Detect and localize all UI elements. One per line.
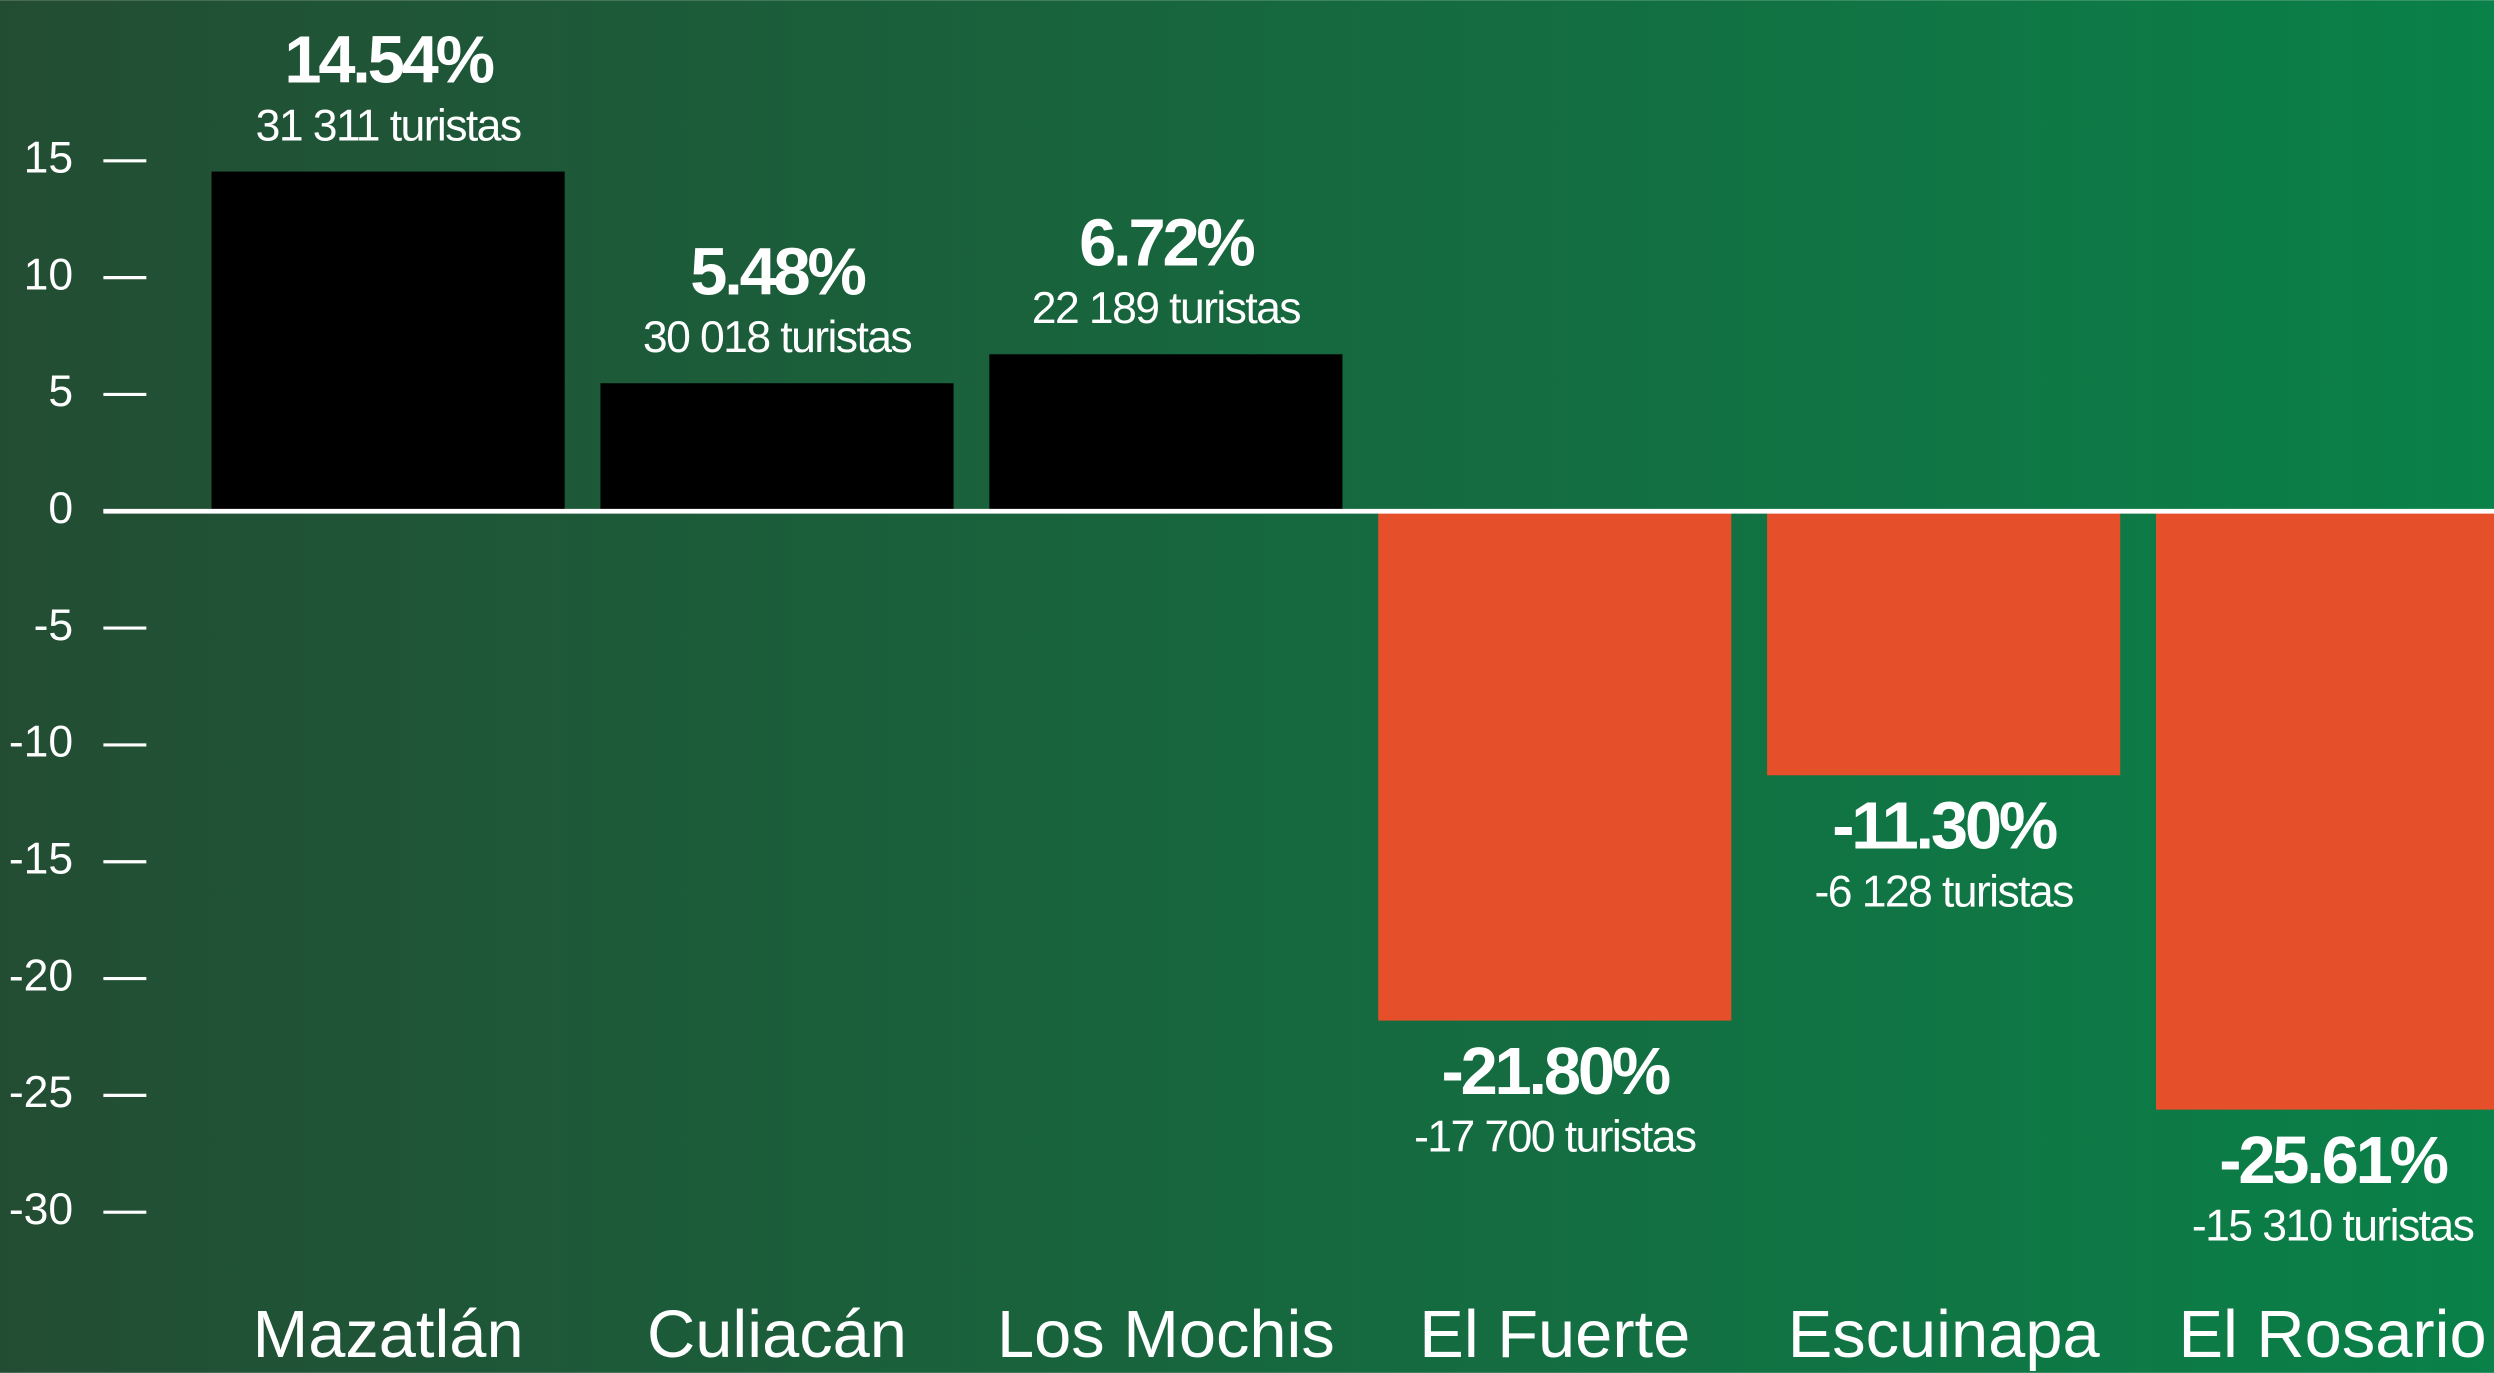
value-label: -25.61% — [2219, 1124, 2447, 1198]
annotation: -15 310 turistas — [2192, 1202, 2474, 1251]
bar — [211, 171, 565, 512]
annotation: -17 700 turistas — [1414, 1113, 1696, 1162]
value-label: 6.72% — [1079, 206, 1254, 280]
bar — [1378, 511, 1732, 1021]
value-label: -11.30% — [1832, 790, 2057, 864]
bar — [1767, 511, 2121, 776]
y-tick-label: 0 — [48, 484, 73, 533]
bar — [2156, 511, 2494, 1110]
annotation: 22 189 turistas — [1032, 284, 1300, 333]
y-tick-label: -20 — [9, 951, 73, 1000]
y-tick-label: -5 — [34, 601, 74, 650]
y-tick-label: -30 — [9, 1185, 73, 1234]
x-tick-label: Escuinapa — [1788, 1298, 2101, 1372]
y-tick-label: 15 — [24, 134, 74, 183]
y-tick-label: 10 — [24, 250, 74, 299]
y-tick-label: 5 — [48, 367, 73, 416]
bar — [600, 383, 954, 512]
value-label: 14.54% — [284, 24, 493, 98]
x-tick-label: Los Mochis — [997, 1298, 1335, 1372]
bar — [989, 354, 1343, 512]
value-label: -21.80% — [1442, 1035, 1670, 1109]
value-label: 5.48% — [690, 235, 865, 309]
annotation: 31 311 turistas — [256, 101, 521, 150]
y-tick-label: -15 — [9, 834, 73, 883]
x-tick-label: El Fuerte — [1419, 1298, 1690, 1372]
annotation: 30 018 turistas — [643, 313, 911, 362]
x-tick-label: Culiacán — [647, 1298, 907, 1372]
x-tick-label: Mazatlán — [253, 1298, 524, 1372]
x-tick-label: El Rosario — [2178, 1298, 2486, 1372]
annotation: -6 128 turistas — [1815, 867, 2074, 916]
y-tick-label: -10 — [9, 718, 73, 767]
y-tick-label: -25 — [9, 1068, 73, 1117]
